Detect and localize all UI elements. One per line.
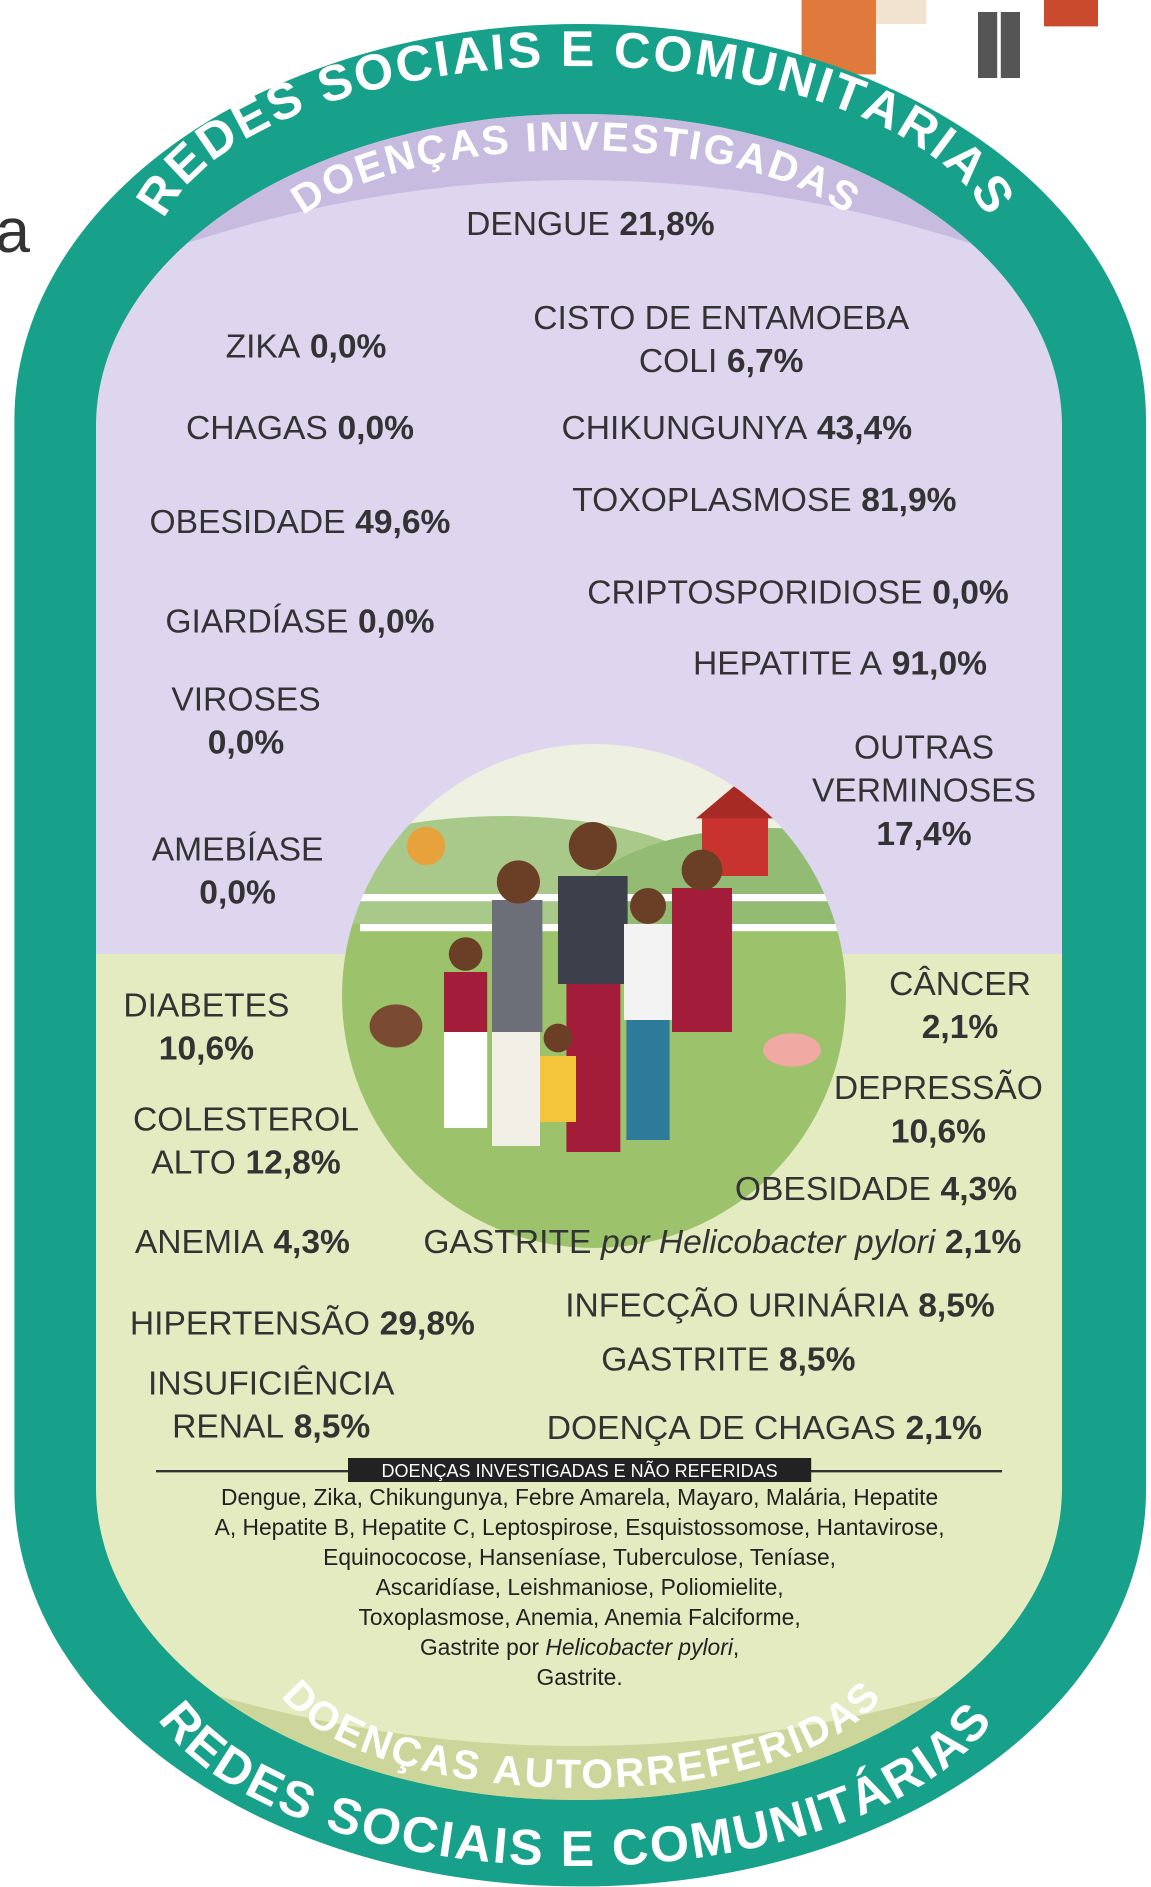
disease-name: INSUFICIÊNCIA xyxy=(148,1365,395,1402)
disease-name: CRIPTOSPORIDIOSE xyxy=(587,575,922,612)
note-line: Dengue, Zika, Chikungunya, Febre Amarela… xyxy=(221,1484,938,1510)
disease-name: CÂNCER xyxy=(889,966,1031,1003)
disease-value: 17,4% xyxy=(876,816,971,853)
disease-name: OBESIDADE xyxy=(735,1171,931,1208)
disease-name: RENAL xyxy=(172,1409,284,1446)
disease-name: DOENÇA DE CHAGAS xyxy=(547,1410,896,1447)
disease-value: 0,0% xyxy=(358,603,435,640)
disease-name: VERMINOSES xyxy=(812,773,1036,810)
disease-value: 49,6% xyxy=(355,504,450,541)
disease-name: CISTO DE ENTAMOEBA xyxy=(533,300,909,337)
note-line: Ascaridíase, Leishmaniose, Poliomielite, xyxy=(376,1574,784,1600)
disease-name: CHAGAS xyxy=(186,410,328,447)
disease-value: 91,0% xyxy=(892,645,987,682)
disease-name: GASTRITE xyxy=(601,1341,769,1378)
disease-item: OBESIDADE 4,3% xyxy=(735,1171,1017,1208)
disease-value: 2,1% xyxy=(905,1410,982,1447)
disease-qualifier: por Helicobacter pylori xyxy=(600,1224,937,1261)
disease-name: GIARDÍASE xyxy=(165,603,348,640)
disease-item: GASTRITE 8,5% xyxy=(601,1341,855,1378)
disease-name: ALTO xyxy=(151,1145,236,1182)
disease-item: GASTRITE por Helicobacter pylori 2,1% xyxy=(423,1224,1021,1261)
disease-item: TOXOPLASMOSE 81,9% xyxy=(572,482,956,519)
disease-value: 2,1% xyxy=(922,1009,999,1046)
disease-item: AMEBÍASE 0,0% xyxy=(152,831,324,911)
disease-value: 4,3% xyxy=(273,1224,350,1261)
illustration xyxy=(342,744,847,1249)
disease-item: DIABETES 10,6% xyxy=(123,987,289,1067)
note-segment: Helicobacter pylori xyxy=(545,1634,733,1660)
disease-value: 8,5% xyxy=(918,1287,995,1324)
disease-name: OBESIDADE xyxy=(150,504,346,541)
disease-value: 4,3% xyxy=(941,1171,1018,1208)
disease-item: INFECÇÃO URINÁRIA 8,5% xyxy=(565,1286,995,1324)
disease-value: 0,0% xyxy=(932,575,1009,612)
disease-name: AMEBÍASE xyxy=(152,831,324,868)
disease-name: TOXOPLASMOSE xyxy=(572,482,851,519)
disease-value: 6,7% xyxy=(727,343,804,380)
disease-value: 0,0% xyxy=(208,725,285,762)
disease-value: 21,8% xyxy=(619,206,714,243)
disease-item: DENGUE 21,8% xyxy=(466,206,715,243)
disease-name: HEPATITE A xyxy=(693,645,883,682)
disease-value: 0,0% xyxy=(310,329,387,366)
disease-value: 29,8% xyxy=(380,1305,475,1342)
disease-item: OUTRAS VERMINOSES 17,4% xyxy=(812,729,1036,852)
disease-item: CHIKUNGUNYA 43,4% xyxy=(561,410,912,447)
note-segment: Gastrite por xyxy=(420,1634,545,1660)
disease-item: DOENÇA DE CHAGAS 2,1% xyxy=(547,1410,982,1447)
disease-item: HEPATITE A 91,0% xyxy=(693,645,987,682)
disease-item: HIPERTENSÃO 29,8% xyxy=(130,1304,475,1342)
disease-name: ZIKA xyxy=(226,329,301,366)
disease-value: 10,6% xyxy=(891,1113,986,1150)
disease-name: VIROSES xyxy=(171,681,320,718)
disease-item: OBESIDADE 49,6% xyxy=(150,504,451,541)
disease-name: COLI xyxy=(639,343,717,380)
disease-item: INSUFICIÊNCIA RENAL 8,5% xyxy=(148,1365,395,1445)
disease-value: 81,9% xyxy=(861,482,956,519)
disease-item: DEPRESSÃO 10,6% xyxy=(834,1069,1043,1150)
note-line: Gastrite por Helicobacter pylori, xyxy=(420,1634,739,1660)
disease-value: 8,5% xyxy=(779,1341,856,1378)
disease-value: 12,8% xyxy=(245,1145,340,1182)
disease-item: COLESTEROL ALTO 12,8% xyxy=(133,1101,359,1181)
disease-name: ANEMIA xyxy=(135,1224,264,1261)
disease-item: CRIPTOSPORIDIOSE 0,0% xyxy=(587,575,1009,612)
disease-item: CÂNCER 2,1% xyxy=(889,966,1031,1046)
disease-value: 10,6% xyxy=(159,1031,254,1068)
disease-item: VIROSES 0,0% xyxy=(171,681,320,761)
disease-name: INFECÇÃO URINÁRIA xyxy=(565,1286,909,1324)
disease-item: GIARDÍASE 0,0% xyxy=(165,603,434,640)
disease-name: DEPRESSÃO xyxy=(834,1069,1043,1107)
note-line: A, Hepatite B, Hepatite C, Leptospirose,… xyxy=(215,1514,945,1540)
disease-value: 0,0% xyxy=(199,875,276,912)
disease-name: COLESTEROL xyxy=(133,1101,359,1138)
disease-item: ANEMIA 4,3% xyxy=(135,1224,350,1261)
note-line: Toxoplasmose, Anemia, Anemia Falciforme, xyxy=(358,1604,800,1630)
disease-name: GASTRITE xyxy=(423,1224,591,1261)
disease-item: CISTO DE ENTAMOEBA COLI 6,7% xyxy=(533,300,909,380)
disease-value: 43,4% xyxy=(817,410,912,447)
note-title-box xyxy=(348,1458,812,1482)
note-title: DOENÇAS INVESTIGADAS E NÃO REFERIDAS xyxy=(382,1460,778,1481)
note-line: Gastrite. xyxy=(537,1664,623,1690)
disease-name: DENGUE xyxy=(466,206,610,243)
disease-name: OUTRAS xyxy=(854,729,994,766)
disease-value: 8,5% xyxy=(294,1409,371,1446)
disease-name: CHIKUNGUNYA xyxy=(561,410,807,447)
disease-value: 2,1% xyxy=(945,1224,1022,1261)
disease-name: HIPERTENSÃO xyxy=(130,1304,370,1342)
disease-item: CHAGAS 0,0% xyxy=(186,410,414,447)
note-segment: , xyxy=(733,1634,739,1660)
disease-item: ZIKA 0,0% xyxy=(226,329,387,366)
disease-value: 0,0% xyxy=(337,410,414,447)
disease-name: DIABETES xyxy=(123,987,289,1024)
note-line: Equinococose, Hanseníase, Tuberculose, T… xyxy=(323,1544,836,1570)
edge-fragment: a xyxy=(0,197,30,266)
